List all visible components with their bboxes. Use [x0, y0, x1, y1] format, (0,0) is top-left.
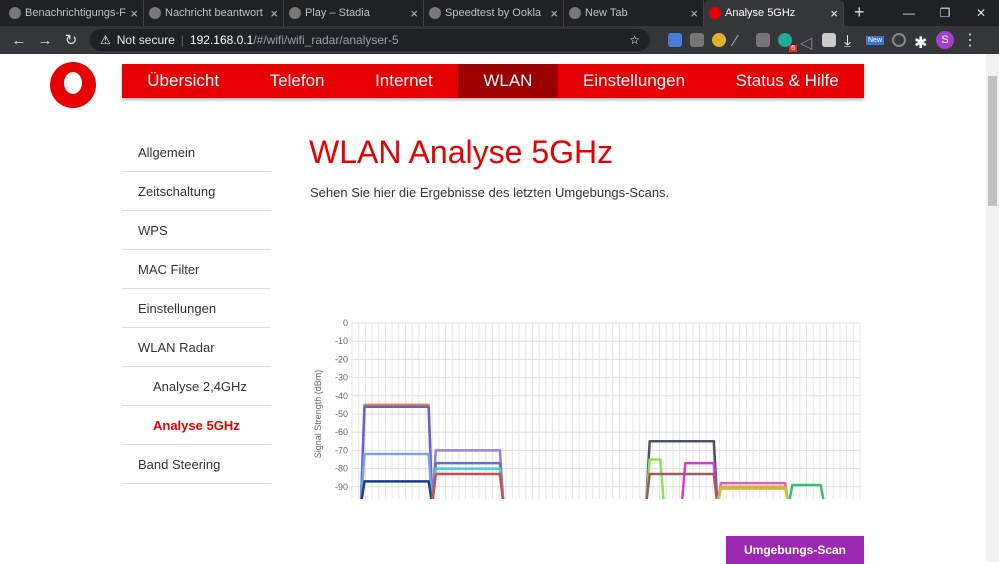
extension-icon[interactable]	[756, 33, 770, 47]
close-tab-icon[interactable]: ×	[130, 5, 138, 21]
new-tab-icon[interactable]: +	[854, 2, 865, 22]
forward-icon[interactable]: →	[37, 31, 53, 49]
extension-icon[interactable]: 6	[778, 33, 797, 52]
not-secure-label: Not secure	[116, 33, 175, 47]
network-series-line	[431, 472, 505, 499]
sidebar-item[interactable]: Allgemein	[122, 133, 271, 172]
browser-tab[interactable]: Speedtest by Ookla ×	[424, 0, 564, 26]
wifi-analysis-chart: 0-10-20-30-40-50-60-70-80-90-10036404448…	[313, 318, 861, 499]
y-tick-label: -60	[335, 427, 348, 437]
browser-tab[interactable]: New Tab ×	[564, 0, 704, 26]
sidebar-item[interactable]: Einstellungen	[122, 289, 271, 328]
tab-strip: Benachrichtigungs-F × Nachricht beantwort ×…	[0, 0, 999, 26]
tab-title: Play – Stadia	[305, 7, 370, 19]
close-window-icon[interactable]: ✕	[975, 6, 987, 20]
tab-title: Nachricht beantwort	[165, 7, 263, 19]
close-tab-icon[interactable]: ×	[690, 5, 698, 21]
browser-tab[interactable]: Nachricht beantwort ×	[144, 0, 284, 26]
sidebar-item[interactable]: WPS	[122, 211, 271, 250]
page-description: Sehen Sie hier die Ergebnisse des letzte…	[310, 185, 670, 200]
url-path: /#/wifi/wifi_radar/analyser-5	[253, 33, 399, 47]
extension-badge: 6	[789, 45, 797, 52]
sidebar-item[interactable]: MAC Filter	[122, 250, 271, 289]
extension-icon[interactable]	[892, 33, 907, 47]
nav-item[interactable]: Übersicht	[147, 71, 220, 90]
router-page: Übersicht Telefon Internet WLAN Einstellunge…	[0, 54, 986, 564]
favicon-icon	[429, 7, 441, 19]
tab-title: Analyse 5GHz	[725, 7, 796, 19]
y-tick-label: 0	[343, 318, 348, 328]
network-series-line	[359, 405, 434, 499]
network-series-line	[788, 483, 825, 499]
network-series-line	[717, 487, 789, 499]
favicon-icon	[289, 7, 301, 19]
new-extension-badge[interactable]: New	[866, 35, 885, 45]
scrollbar[interactable]	[986, 54, 999, 562]
y-tick-label: -80	[335, 464, 348, 474]
scan-button[interactable]: Umgebungs-Scan	[726, 536, 864, 564]
tab-title: Speedtest by Ookla	[445, 7, 542, 19]
sidebar-item[interactable]: Band Steering	[122, 445, 271, 484]
sidebar: Allgemein Zeitschaltung WPS MAC Filter Einst…	[122, 133, 271, 484]
extension-icon[interactable]	[690, 33, 704, 47]
y-tick-label: -40	[335, 391, 348, 401]
translate-extension-icon[interactable]	[668, 33, 682, 47]
close-tab-icon[interactable]: ×	[270, 5, 278, 21]
main-nav: Übersicht Telefon Internet WLAN Einstellunge…	[122, 64, 864, 98]
y-tick-label: -50	[335, 409, 348, 419]
extension-icon[interactable]: ◁	[800, 35, 813, 52]
network-series-line	[360, 480, 433, 499]
nav-item[interactable]: Einstellungen	[583, 71, 686, 90]
puzzle-extensions-icon[interactable]: ✱	[914, 35, 928, 52]
y-tick-label: -30	[335, 373, 348, 383]
nav-item[interactable]: WLAN	[458, 64, 558, 98]
y-tick-label: -70	[335, 445, 348, 455]
tab-title: Benachrichtigungs-F	[25, 7, 126, 19]
pen-extension-icon[interactable]: ⁄	[734, 33, 737, 50]
bookmark-star-icon[interactable]: ☆	[629, 33, 640, 47]
y-tick-label: -10	[335, 336, 348, 346]
browser-tab[interactable]: Play – Stadia ×	[284, 0, 424, 26]
menu-kebab-icon[interactable]: ⋮	[962, 32, 979, 49]
close-tab-icon[interactable]: ×	[550, 5, 558, 21]
sidebar-item[interactable]: WLAN Radar	[122, 328, 271, 367]
network-series-line	[360, 452, 434, 499]
document-extension-icon[interactable]	[822, 33, 836, 47]
favicon-icon	[149, 7, 161, 19]
nav-item[interactable]: Telefon	[269, 71, 325, 90]
back-icon[interactable]: ←	[11, 31, 27, 49]
scrollbar-thumb[interactable]	[988, 76, 997, 206]
favicon-icon	[569, 7, 581, 19]
y-tick-label: -20	[335, 354, 348, 364]
restore-icon[interactable]: ❐	[939, 6, 951, 20]
network-series-line	[645, 472, 718, 499]
tab-title: New Tab	[585, 7, 628, 19]
close-tab-icon[interactable]: ×	[410, 5, 418, 21]
browser-tab[interactable]: Analyse 5GHz ×	[704, 0, 844, 26]
minimize-icon[interactable]: —	[903, 6, 915, 20]
browser-tab[interactable]: Benachrichtigungs-F ×	[4, 0, 144, 26]
warning-icon: ⚠	[100, 33, 111, 47]
y-axis-label: Signal Strength (dBm)	[313, 370, 323, 459]
sidebar-item[interactable]: Analyse 2,4GHz	[122, 367, 271, 406]
address-bar[interactable]: ⚠ Not secure | 192.168.0.1/#/wifi/wifi_r…	[90, 29, 650, 51]
y-tick-label: -90	[335, 482, 348, 492]
profile-avatar[interactable]: S	[936, 31, 955, 49]
vodafone-logo[interactable]	[50, 62, 96, 108]
sidebar-item[interactable]: Zeitschaltung	[122, 172, 271, 211]
extension-icon[interactable]	[712, 33, 726, 47]
favicon-icon	[9, 7, 21, 19]
reload-icon[interactable]: ↻	[64, 32, 78, 49]
close-tab-icon[interactable]: ×	[830, 5, 838, 21]
sidebar-item[interactable]: Analyse 5GHz	[122, 406, 271, 445]
nav-item[interactable]: Internet	[375, 71, 433, 90]
nav-item[interactable]: Status & Hilfe	[735, 71, 839, 90]
favicon-icon	[709, 7, 721, 19]
url-host: 192.168.0.1	[189, 33, 254, 47]
download-icon[interactable]: ⤓	[844, 33, 852, 50]
browser-toolbar: ← → ↻ ⚠ Not secure | 192.168.0.1/#/wifi/…	[0, 26, 999, 54]
page-title: WLAN Analyse 5GHz	[309, 134, 614, 170]
